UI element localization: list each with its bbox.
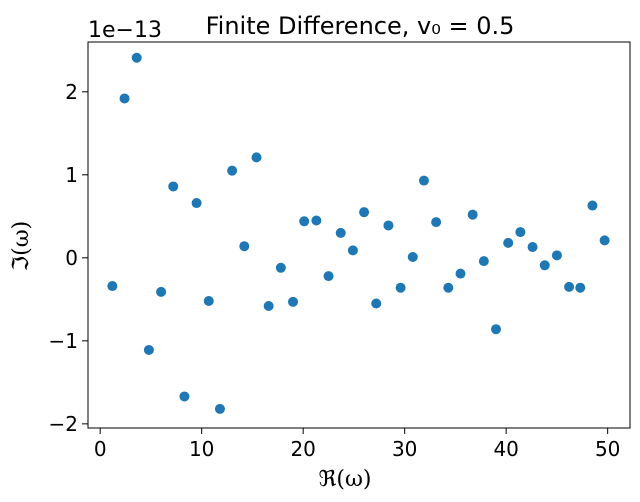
x-tick-label: 0 xyxy=(94,437,107,461)
data-point xyxy=(359,207,370,218)
y-tick-label: −2 xyxy=(49,412,78,436)
data-point xyxy=(203,295,214,306)
data-point xyxy=(383,220,394,231)
data-point xyxy=(527,242,538,253)
data-point xyxy=(395,282,406,293)
data-point xyxy=(263,300,274,311)
data-point xyxy=(275,262,286,273)
data-point xyxy=(168,181,179,192)
axis-ticks: 0 10 20 30 40 50 −2 −1 0 1 2 xyxy=(49,80,621,461)
data-point xyxy=(119,93,130,104)
data-point xyxy=(564,281,575,292)
data-point xyxy=(539,260,550,271)
data-point xyxy=(443,282,454,293)
data-point xyxy=(407,251,418,262)
data-point xyxy=(227,165,238,176)
plot-frame xyxy=(87,41,631,429)
data-point xyxy=(107,281,118,292)
data-point xyxy=(323,271,334,282)
y-tick-label: 1 xyxy=(65,163,78,187)
x-tick-label: 20 xyxy=(290,437,315,461)
data-point xyxy=(214,403,225,414)
data-point xyxy=(503,237,514,248)
data-point xyxy=(418,175,429,186)
data-point xyxy=(288,296,299,307)
data-point xyxy=(431,217,442,228)
data-point xyxy=(455,268,466,279)
data-point xyxy=(491,324,502,335)
data-point xyxy=(179,391,190,402)
data-point xyxy=(467,209,478,220)
y-axis-label: ℑ(ω) xyxy=(9,221,34,271)
data-point xyxy=(143,344,154,355)
data-point xyxy=(299,216,310,227)
x-tick-label: 50 xyxy=(595,437,620,461)
data-point xyxy=(131,52,142,63)
data-point xyxy=(239,241,250,252)
data-point xyxy=(478,256,489,267)
y-tick-label: 2 xyxy=(65,80,78,104)
data-point xyxy=(311,215,322,226)
data-point xyxy=(251,152,262,163)
data-point xyxy=(191,198,202,209)
data-point xyxy=(156,286,167,297)
y-tick-label: −1 xyxy=(49,329,78,353)
data-point xyxy=(347,245,358,256)
data-point xyxy=(599,235,610,246)
data-point xyxy=(371,298,382,309)
data-point xyxy=(551,250,562,261)
chart-title: Finite Difference, v₀ = 0.5 xyxy=(206,12,515,40)
data-point xyxy=(515,227,526,238)
data-point xyxy=(575,282,586,293)
y-offset-text: 1e−13 xyxy=(88,18,162,43)
data-point xyxy=(335,227,346,238)
x-tick-label: 30 xyxy=(392,437,417,461)
x-axis-label: ℜ(ω) xyxy=(318,467,371,492)
data-points xyxy=(107,52,610,414)
x-tick-label: 10 xyxy=(189,437,214,461)
x-tick-label: 40 xyxy=(493,437,518,461)
data-point xyxy=(587,200,598,211)
y-tick-label: 0 xyxy=(65,246,78,270)
